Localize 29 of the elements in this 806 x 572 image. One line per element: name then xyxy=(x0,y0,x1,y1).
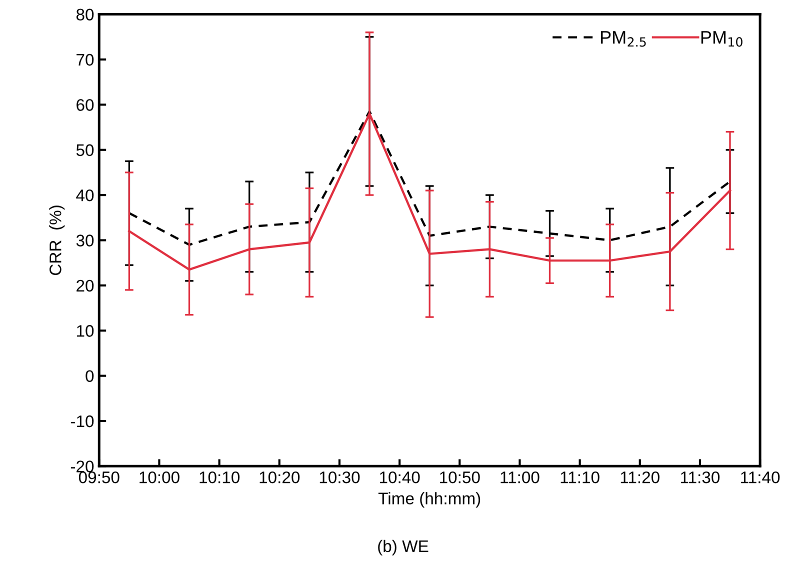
y-tick-label: 20 xyxy=(76,280,94,292)
y-tick-label: 80 xyxy=(76,8,94,21)
x-tick-label: 10:10 xyxy=(200,471,240,484)
x-tick-label: 10:20 xyxy=(260,471,300,484)
text: (b) WE xyxy=(378,540,428,556)
x-tick-label: 10:00 xyxy=(140,471,180,484)
x-tick-label: 09:50 xyxy=(78,471,120,484)
x-tick-label: 11:30 xyxy=(681,471,720,484)
x-tick-label: 11:40 xyxy=(741,471,780,484)
x-tick-label: 11:10 xyxy=(560,471,600,484)
x-axis-title: Time (hh:mm) xyxy=(378,492,480,508)
legend-label: PM$_{10}$ xyxy=(701,31,742,47)
y-axis-title: CRR (%) xyxy=(49,206,65,276)
line-series xyxy=(128,110,732,246)
x-tick-label: 11:00 xyxy=(500,471,540,484)
y-tick-label: 40 xyxy=(76,189,94,202)
x-tick-label: 11:20 xyxy=(620,471,660,484)
y-tick-label: -20 xyxy=(70,460,94,472)
y-tick-label: 60 xyxy=(76,99,94,111)
y-tick-label: 30 xyxy=(76,234,94,246)
legend-label: PM$_{2.5}$ xyxy=(601,31,646,47)
y-tick-label: 70 xyxy=(76,54,94,66)
y-tick-label: 50 xyxy=(76,144,94,156)
y-tick-label: -10 xyxy=(70,415,94,428)
y-tick-label: 10 xyxy=(77,325,94,337)
x-tick-label: 10:50 xyxy=(440,471,480,484)
x-tick-label: 10:30 xyxy=(320,471,360,484)
x-tick-label: 10:40 xyxy=(380,471,420,484)
y-tick-label: 0 xyxy=(86,370,94,382)
